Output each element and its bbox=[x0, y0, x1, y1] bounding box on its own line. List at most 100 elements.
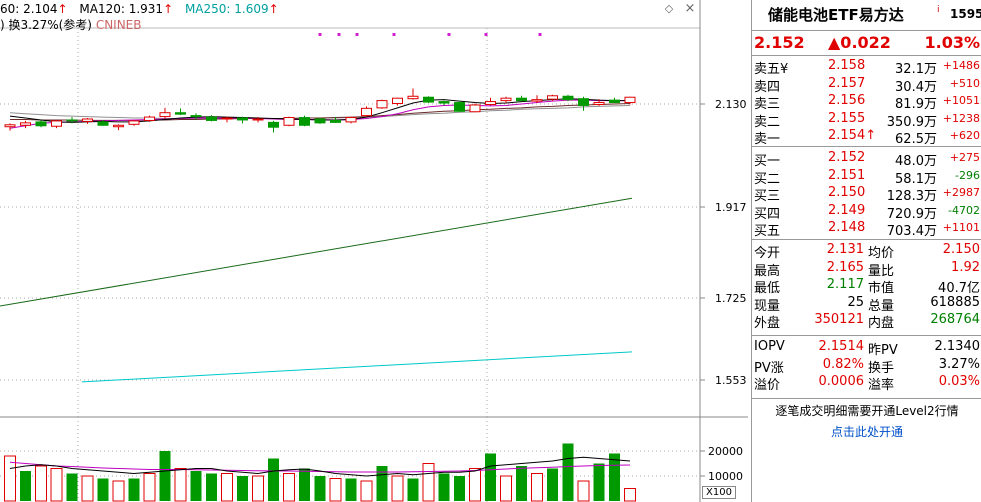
ask-volume-value: 30.4 bbox=[895, 79, 924, 95]
stat-row-value: 268764 bbox=[930, 312, 980, 327]
ask-volume: 81.9万 bbox=[882, 93, 937, 112]
candle-body-down bbox=[175, 112, 186, 115]
volume-bar-down bbox=[609, 453, 620, 501]
iopv-row-value: 0.0006 bbox=[818, 374, 865, 389]
close-icon[interactable]: × bbox=[684, 1, 696, 16]
ask-price: 2.157 bbox=[828, 75, 866, 91]
volume-bar-down bbox=[268, 458, 279, 501]
ask-volume-unit: 万 bbox=[923, 79, 937, 95]
ask-row[interactable]: 卖二 2.155 350.9万 +1238 bbox=[752, 110, 981, 130]
ask-volume-unit: 万 bbox=[923, 114, 937, 130]
candle-body-down bbox=[578, 98, 589, 106]
stat-row-label: 外盘 bbox=[754, 316, 781, 331]
volume-bar-down bbox=[438, 473, 450, 501]
candle-body-down bbox=[190, 115, 202, 118]
candle-body-down bbox=[454, 102, 465, 112]
stat-row-value: 2.117 bbox=[826, 277, 864, 292]
iopv-row-label: 溢价 bbox=[754, 378, 781, 393]
bid-volume-unit: 万 bbox=[923, 171, 937, 187]
kline-chart-canvas[interactable] bbox=[0, 0, 748, 502]
level2-open-link[interactable]: 点击此处开通 bbox=[830, 425, 903, 439]
bid-row[interactable]: 买五 2.148 703.4万 +1101 bbox=[752, 219, 981, 239]
volume-bar-up bbox=[422, 463, 435, 502]
price-axis-label: 2.130 bbox=[715, 98, 747, 111]
volume-bar-up bbox=[360, 480, 373, 502]
bid-volume-change: -296 bbox=[955, 168, 980, 182]
stat-row-label: 均价 bbox=[868, 246, 895, 261]
volume-bar-down bbox=[206, 473, 217, 501]
stat-row: 最高 2.165 量比 1.92 bbox=[752, 259, 981, 279]
bid-volume-change: +2987 bbox=[942, 186, 980, 199]
volume-bar-down bbox=[20, 471, 31, 501]
candle-body-up bbox=[128, 120, 140, 125]
candle-body-up bbox=[500, 97, 512, 102]
candle-body-up bbox=[485, 101, 496, 105]
event-marker bbox=[392, 33, 396, 36]
kline-chart-panel[interactable]: 60: 2.104↑ MA120: 1.931↑ MA250: 1.609↑ )… bbox=[0, 0, 748, 502]
candle-body-up bbox=[20, 122, 31, 126]
bid-volume-value: 720.9 bbox=[886, 206, 924, 222]
bid-row[interactable]: 买三 2.150 128.3万 +2987 bbox=[752, 184, 981, 204]
ma60-up-arrow: ↑ bbox=[57, 2, 68, 16]
bid-price: 2.149 bbox=[828, 202, 866, 218]
volume-bar-down bbox=[562, 443, 574, 501]
ma250-line bbox=[81, 351, 633, 383]
diamond-icon[interactable]: ◇ bbox=[664, 2, 674, 15]
ask-volume-value: 32.1 bbox=[895, 62, 924, 77]
ask-row[interactable]: 卖四 2.157 30.4万 +510 bbox=[752, 75, 981, 95]
fund-code: 1595 bbox=[950, 7, 981, 21]
stat-row-value: 1.92 bbox=[951, 259, 980, 275]
bid-volume-unit: 万 bbox=[923, 224, 937, 239]
bid-volume-unit: 万 bbox=[923, 189, 937, 204]
iopv-row-label: IOPV bbox=[754, 339, 785, 354]
info-icon[interactable]: i bbox=[937, 5, 940, 15]
volume-bar-up bbox=[531, 473, 543, 502]
ask-row[interactable]: 卖三 2.156 81.9万 +1051 bbox=[752, 92, 981, 112]
bid-price: 2.148 bbox=[828, 220, 866, 235]
candle-body-up bbox=[376, 100, 388, 109]
index-overlay-label[interactable]: CNINEB bbox=[95, 18, 142, 32]
price-axis-label: 1.725 bbox=[715, 292, 747, 305]
volume-bar-up bbox=[469, 468, 481, 502]
ma-legend-header: 60: 2.104↑ MA120: 1.931↑ MA250: 1.609↑ )… bbox=[0, 0, 745, 32]
candle-body-up bbox=[51, 120, 62, 127]
ask-volume-unit: 万 bbox=[923, 132, 937, 147]
bid-price: 2.152 bbox=[828, 150, 866, 165]
ask-row[interactable]: 卖五¥ 2.158 32.1万 +1486 bbox=[752, 57, 981, 77]
volume-bar-down bbox=[159, 451, 171, 501]
volume-bar-up bbox=[143, 473, 156, 502]
ask-volume-change: +1238 bbox=[942, 111, 980, 125]
candle-body-down bbox=[562, 95, 574, 101]
candle-body-up bbox=[345, 117, 357, 123]
ask-row[interactable]: 卖一 2.154↑ 62.5万 +620 bbox=[752, 127, 981, 147]
volume-bar-down bbox=[190, 471, 202, 501]
bid-row[interactable]: 买一 2.152 48.0万 +275 bbox=[752, 149, 981, 169]
ask-price: 2.155 bbox=[828, 110, 866, 126]
candle-body-down bbox=[97, 121, 109, 126]
volume-ma-line-black bbox=[9, 456, 631, 477]
event-marker bbox=[538, 33, 542, 36]
volume-bar-down bbox=[66, 473, 78, 501]
stat-row-label: 最高 bbox=[754, 263, 781, 279]
bid-row[interactable]: 买二 2.151 58.1万 -296 bbox=[752, 167, 981, 187]
volume-bar-up bbox=[4, 455, 16, 502]
volume-bar-down bbox=[407, 478, 419, 501]
volume-bar-down bbox=[314, 476, 326, 501]
candle-body-up bbox=[407, 95, 419, 100]
bid-price: 2.150 bbox=[828, 185, 866, 200]
bid-row[interactable]: 买四 2.149 720.9万 -4702 bbox=[752, 202, 981, 222]
candle-body-up bbox=[531, 99, 543, 102]
ask-volume-value: 81.9 bbox=[895, 97, 924, 112]
candle-body-down bbox=[438, 101, 450, 104]
candle-body-up bbox=[469, 104, 481, 113]
ask-volume-change: +510 bbox=[949, 76, 980, 90]
stat-row-value: 2.165 bbox=[826, 259, 864, 275]
candle-body-up bbox=[159, 112, 171, 118]
volume-bar-up bbox=[252, 475, 264, 502]
ask-volume-value: 350.9 bbox=[886, 114, 924, 130]
bid-label: 买三 bbox=[754, 189, 781, 204]
candle-body-up bbox=[82, 118, 93, 122]
volume-unit-label[interactable]: X100 bbox=[702, 486, 736, 499]
ma120-up-arrow: ↑ bbox=[163, 2, 174, 16]
volume-bar-up bbox=[500, 475, 512, 502]
